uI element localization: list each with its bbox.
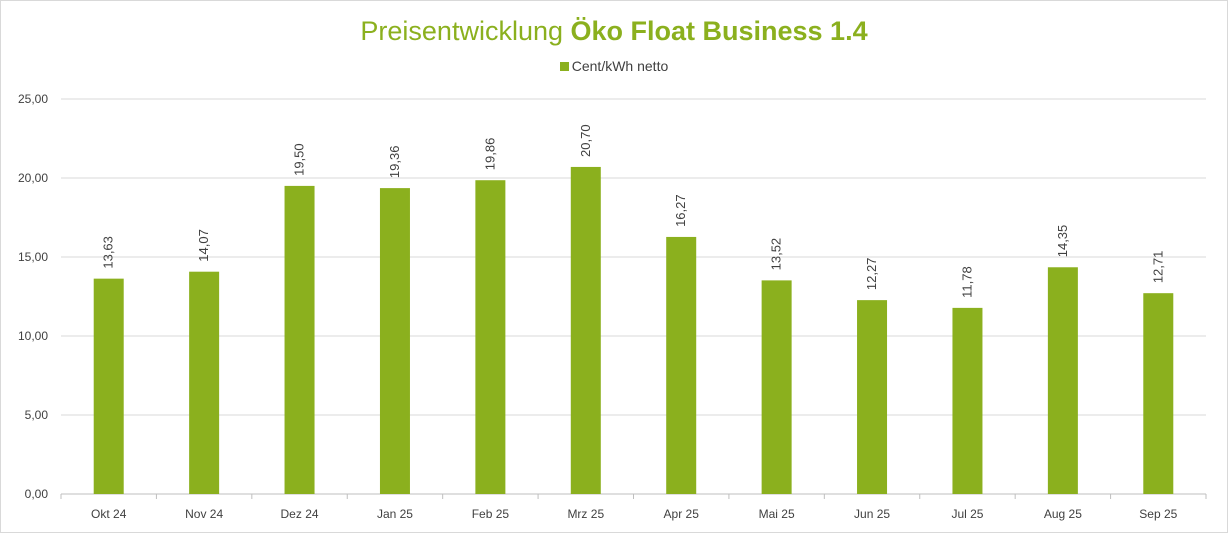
y-tick-label: 25,00 [18,92,48,106]
bar [475,180,506,494]
data-label: 19,36 [387,146,402,179]
data-label: 13,52 [769,238,784,271]
bar [666,236,697,494]
x-tick-label: Okt 24 [91,507,127,521]
x-tick-label: Mrz 25 [567,507,604,521]
y-tick-label: 0,00 [25,487,49,501]
x-tick-label: Jun 25 [854,507,890,521]
x-tick-label: Feb 25 [472,507,510,521]
chart-title-prefix: Preisentwicklung [360,16,571,46]
data-label: 13,63 [101,236,116,269]
chart-title-bold: Öko Float Business 1.4 [570,16,868,46]
x-tick-label: Dez 24 [281,507,319,521]
y-tick-label: 10,00 [18,329,48,343]
data-label: 12,27 [864,258,879,291]
data-label: 20,70 [578,124,593,157]
bar [93,278,124,494]
chart-legend: Cent/kWh netto [0,58,1228,74]
legend-swatch [559,62,569,71]
data-label: 11,78 [959,266,974,298]
bar [284,185,315,494]
y-tick-label: 20,00 [18,171,48,185]
bar [952,307,983,494]
x-tick-label: Apr 25 [664,507,700,521]
y-tick-label: 5,00 [25,408,49,422]
legend-label: Cent/kWh netto [571,58,669,74]
data-label: 12,71 [1150,251,1165,284]
bar [857,300,888,494]
data-label: 14,07 [196,229,211,262]
bar [189,271,220,494]
chart-title: Preisentwicklung Öko Float Business 1.4 [0,16,1228,47]
x-tick-label: Mai 25 [759,507,795,521]
bar [761,280,792,494]
y-tick-label: 15,00 [18,250,48,264]
x-tick-label: Jul 25 [951,507,983,521]
bar [1143,293,1174,494]
data-label: 19,86 [482,138,497,171]
x-tick-label: Aug 25 [1044,507,1082,521]
data-label: 16,27 [673,194,688,227]
data-label: 14,35 [1055,225,1070,258]
x-tick-label: Sep 25 [1139,507,1177,521]
data-label: 19,50 [292,143,307,176]
bar [379,188,410,494]
x-tick-label: Jan 25 [377,507,413,521]
bar [1047,267,1078,494]
bar [570,166,601,494]
x-tick-label: Nov 24 [185,507,223,521]
